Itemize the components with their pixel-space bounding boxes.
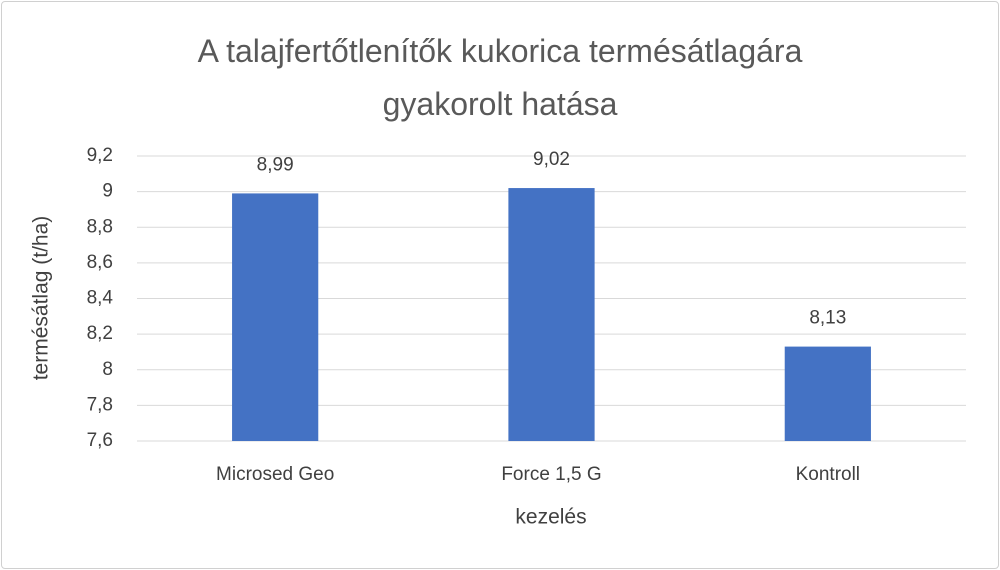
bar xyxy=(232,193,319,441)
y-tick-label: 7,8 xyxy=(87,394,113,415)
data-label: 8,99 xyxy=(257,154,294,175)
y-tick-label: 8,4 xyxy=(87,288,114,309)
bar xyxy=(508,188,595,441)
y-tick-label: 8,8 xyxy=(87,216,113,237)
y-tick-label: 8 xyxy=(102,359,113,380)
chart-title: A talajfertőtlenítők kukorica termésátla… xyxy=(197,33,803,122)
x-tick-label: Microsed Geo xyxy=(216,464,334,485)
bar xyxy=(784,346,871,441)
y-tick-label: 9 xyxy=(102,181,113,202)
y-tick-label: 8,2 xyxy=(87,323,113,344)
x-tick-label: Kontroll xyxy=(796,464,860,485)
y-tick-label: 9,2 xyxy=(87,145,113,166)
y-tick-label: 7,6 xyxy=(87,430,113,451)
x-tick-label: Force 1,5 G xyxy=(501,464,601,485)
y-tick-label: 8,6 xyxy=(87,252,113,273)
data-label: 8,13 xyxy=(809,308,846,329)
data-label: 9,02 xyxy=(533,149,570,170)
x-axis-title: kezelés xyxy=(515,506,586,529)
y-axis-title: termésátlag (t/ha) xyxy=(30,216,53,381)
